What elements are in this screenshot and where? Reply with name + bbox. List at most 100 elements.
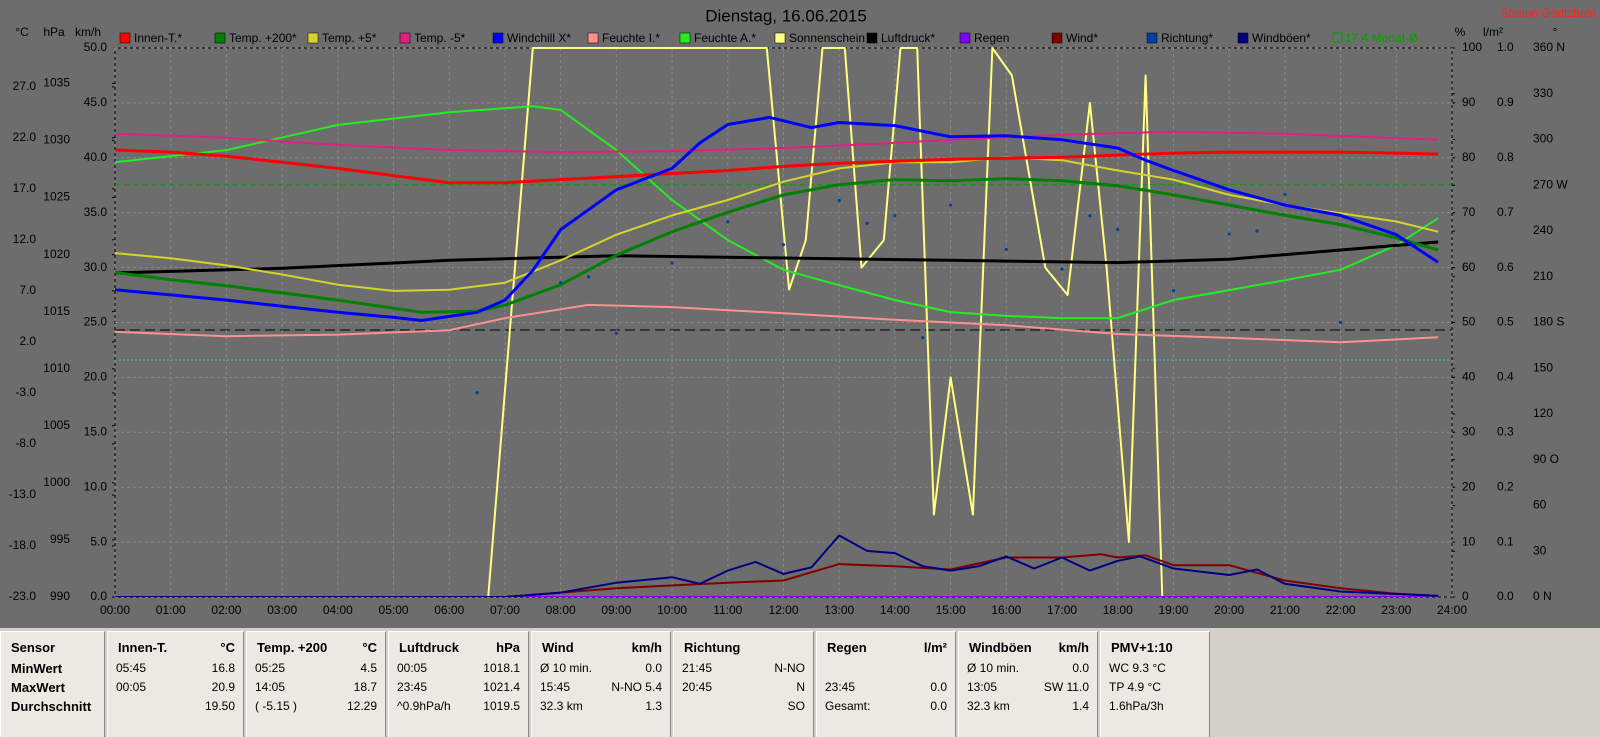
- y-tick-label: 40.0: [84, 150, 108, 164]
- y-tick-label: -23.0: [9, 589, 37, 603]
- x-tick-label: 11:00: [713, 603, 742, 617]
- panel-title: Wind: [542, 640, 574, 655]
- legend-swatch: [774, 32, 786, 44]
- y-tick-label: 0.9: [1497, 95, 1514, 109]
- axis-unit: °: [1553, 25, 1558, 39]
- y-tick-label: 0.4: [1497, 370, 1514, 384]
- y-tick-label: 1035: [43, 76, 70, 90]
- x-tick-label: 15:00: [936, 603, 966, 617]
- series-line: [115, 303, 1439, 344]
- x-tick-label: 13:00: [824, 603, 854, 617]
- series-line: [115, 130, 1439, 154]
- panel-title: Luftdruck: [399, 640, 459, 655]
- panel-unit: °C: [220, 640, 235, 655]
- x-tick-label: 10:00: [657, 603, 687, 617]
- cell: WC 9.3 °C: [1109, 661, 1166, 675]
- x-tick-label: 05:00: [379, 603, 409, 617]
- legend-swatch: [959, 32, 971, 44]
- panel-title: Innen-T.: [118, 640, 168, 655]
- cell: 0.0: [645, 661, 662, 675]
- legend-label: Innen-T.*: [134, 31, 182, 45]
- y-tick-label: 10.0: [84, 479, 108, 493]
- x-tick-label: 23:00: [1381, 603, 1411, 617]
- series-line: [115, 240, 1439, 275]
- x-tick-label: 24:00: [1437, 603, 1467, 617]
- series-line: [115, 105, 1439, 320]
- y-tick-label: 50.0: [84, 40, 108, 54]
- table-panel: Richtung 21:45 N-NO 20:45 N SO: [673, 631, 814, 737]
- y-tick-label: 0.0: [90, 589, 107, 603]
- cell: SO: [787, 699, 805, 713]
- cell: 32.3 km: [967, 699, 1010, 713]
- x-tick-label: 06:00: [434, 603, 464, 617]
- y-tick-label: 50: [1462, 315, 1476, 329]
- summary-table: Sensor MinWert MaxWert Durchschnitt Innen-T.…: [0, 628, 1600, 737]
- panel-unit: km/h: [631, 640, 662, 655]
- cell: 1.4: [1072, 699, 1089, 713]
- legend-label: Sonnenschein: [789, 31, 865, 45]
- cell: 4.5: [360, 661, 377, 675]
- cell: 14:05: [255, 680, 286, 694]
- cell: 32.3 km: [540, 699, 583, 713]
- table-panel: Wind km/h Ø 10 min. 0.0 15:45 N-NO 5.4 32.3 km…: [531, 631, 671, 737]
- chart-title: Dienstag, 16.06.2015: [705, 6, 867, 25]
- cell: 19.50: [204, 699, 235, 713]
- cell: 00:05: [397, 661, 428, 675]
- y-tick-label: 10: [1462, 534, 1476, 548]
- cell: Ø 10 min.: [967, 661, 1020, 675]
- y-tick-label: 150: [1533, 360, 1553, 374]
- legend-label: Feuchte A.*: [694, 31, 756, 45]
- x-tick-label: 20:00: [1214, 603, 1244, 617]
- y-tick-label: 180 S: [1533, 315, 1564, 329]
- axis-unit: hPa: [43, 25, 65, 39]
- x-tick-label: 00:00: [100, 603, 130, 617]
- cell: 05:45: [116, 661, 147, 675]
- table-panel: Temp. +200 °C 05:25 4.5 14:05 18.7 ( -5.15 ) 12…: [246, 631, 386, 737]
- x-tick-label: 04:00: [323, 603, 353, 617]
- cell: 1.3: [645, 699, 662, 713]
- y-tick-label: 360 N: [1533, 40, 1565, 54]
- x-tick-label: 22:00: [1326, 603, 1356, 617]
- y-tick-label: 1015: [43, 304, 70, 318]
- series-line: [115, 148, 1439, 185]
- legend-label: Temp. +200*: [229, 31, 297, 45]
- cell: ^0.9hPa/h: [397, 699, 451, 713]
- legend-swatch: [1146, 32, 1158, 44]
- direction-point: [726, 220, 730, 224]
- x-tick-label: 01:00: [156, 603, 186, 617]
- axis-unit: km/h: [75, 25, 101, 39]
- direction-point: [559, 281, 563, 285]
- cell: N: [796, 680, 805, 694]
- cell: SW 11.0: [1043, 680, 1089, 694]
- cell: N-NO 5.4: [611, 680, 662, 694]
- panel-title: Sensor: [11, 640, 56, 655]
- direction-point: [1004, 247, 1008, 251]
- panel-title: Temp. +200: [257, 640, 328, 655]
- direction-point: [1060, 267, 1064, 271]
- y-tick-label: 0.7: [1497, 205, 1514, 219]
- y-tick-label: 0.6: [1497, 260, 1514, 274]
- direction-point: [586, 275, 591, 279]
- cell: 1021.4: [483, 680, 520, 694]
- table-panel: Regen l/m² 23:45 0.0 Gesamt: 0.0: [816, 631, 956, 737]
- series-line: [115, 47, 1439, 597]
- x-tick-label: 02:00: [211, 603, 241, 617]
- cell: 23:45: [397, 680, 428, 694]
- table-panel: Innen-T. °C 05:45 16.8 00:05 20.9 19.50: [107, 631, 244, 737]
- table-panel: Sensor MinWert MaxWert Durchschnitt: [0, 631, 105, 737]
- panel-unit: km/h: [1058, 640, 1089, 655]
- y-tick-label: 40: [1462, 370, 1476, 384]
- legend-swatch: [399, 32, 411, 44]
- table-panel: Windböen km/h Ø 10 min. 0.0 13:05 SW 11.0 32.3…: [958, 631, 1098, 737]
- legend-swatch: [679, 32, 691, 44]
- panel-unit: l/m²: [923, 640, 947, 655]
- y-tick-label: 0.2: [1497, 479, 1514, 493]
- y-tick-label: 210: [1533, 269, 1553, 283]
- x-tick-label: 03:00: [267, 603, 297, 617]
- legend-label: Windböen*: [1252, 31, 1311, 45]
- x-tick-label: 09:00: [601, 603, 631, 617]
- panel-title: Regen: [827, 640, 867, 655]
- legend-swatch: [119, 32, 131, 44]
- y-tick-label: 25.0: [84, 315, 108, 329]
